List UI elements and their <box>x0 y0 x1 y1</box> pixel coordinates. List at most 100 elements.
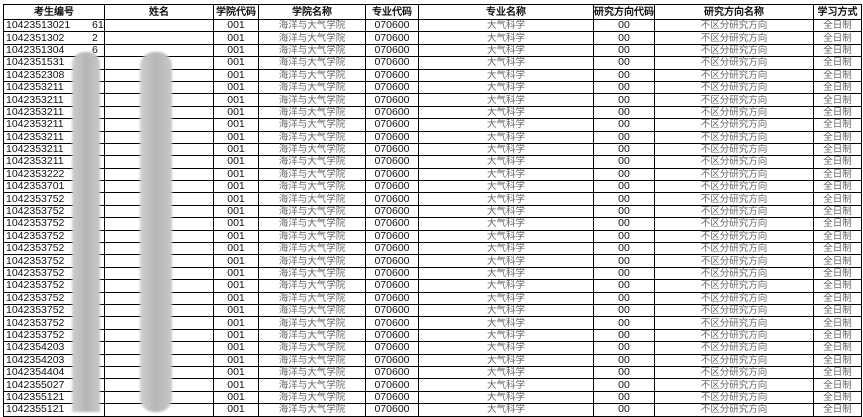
major-code-cell[interactable]: 070600 <box>365 266 419 281</box>
major-name-cell[interactable]: 大气科学 <box>418 192 594 206</box>
direction-name-cell[interactable]: 不区分研究方向 <box>654 328 814 343</box>
major-code-cell[interactable]: 070600 <box>365 142 419 157</box>
college-name-cell[interactable]: 海洋与大气学院 <box>258 68 366 82</box>
major-name-cell[interactable]: 大气科学 <box>418 80 594 95</box>
direction-code-cell[interactable]: 00 <box>593 217 655 231</box>
major-name-cell[interactable]: 大气科学 <box>418 130 594 144</box>
college-name-cell[interactable]: 海洋与大气学院 <box>258 291 366 306</box>
major-code-cell[interactable]: 070600 <box>365 18 419 33</box>
study-mode-cell[interactable]: 全日制 <box>813 353 862 367</box>
college-code-cell[interactable]: 001 <box>213 303 259 318</box>
major-code-cell[interactable]: 070600 <box>365 93 419 107</box>
college-name-cell[interactable]: 海洋与大气学院 <box>258 167 366 182</box>
college-code-cell[interactable]: 001 <box>213 242 259 256</box>
direction-code-cell[interactable]: 00 <box>593 43 655 58</box>
study-mode-cell[interactable]: 全日制 <box>813 390 862 405</box>
college-code-cell[interactable]: 001 <box>213 167 259 182</box>
study-mode-cell[interactable]: 全日制 <box>813 167 862 182</box>
direction-code-cell[interactable]: 00 <box>593 118 655 132</box>
study-mode-cell[interactable]: 全日制 <box>813 316 862 330</box>
direction-code-cell[interactable]: 00 <box>593 204 655 219</box>
direction-code-cell[interactable]: 00 <box>593 68 655 82</box>
exam-id-cell[interactable]: 10423513021 61 <box>3 18 105 33</box>
major-name-cell[interactable]: 大气科学 <box>418 180 594 194</box>
direction-code-cell[interactable]: 00 <box>593 341 655 355</box>
major-code-cell[interactable]: 070600 <box>365 105 419 120</box>
direction-code-cell[interactable]: 00 <box>593 353 655 367</box>
major-code-cell[interactable]: 070600 <box>365 279 419 293</box>
study-mode-cell[interactable]: 全日制 <box>813 105 862 120</box>
direction-code-cell[interactable]: 00 <box>593 167 655 182</box>
header-direction-name[interactable]: 研究方向名称 <box>654 4 814 20</box>
major-code-cell[interactable]: 070600 <box>365 31 419 45</box>
direction-code-cell[interactable]: 00 <box>593 303 655 318</box>
college-name-cell[interactable]: 海洋与大气学院 <box>258 118 366 132</box>
major-code-cell[interactable]: 070600 <box>365 229 419 244</box>
study-mode-cell[interactable]: 全日制 <box>813 43 862 58</box>
college-code-cell[interactable]: 001 <box>213 217 259 231</box>
college-name-cell[interactable]: 海洋与大气学院 <box>258 254 366 268</box>
college-code-cell[interactable]: 001 <box>213 80 259 95</box>
direction-code-cell[interactable]: 00 <box>593 316 655 330</box>
major-code-cell[interactable]: 070600 <box>365 242 419 256</box>
major-name-cell[interactable]: 大气科学 <box>418 217 594 231</box>
major-name-cell[interactable]: 大气科学 <box>418 31 594 45</box>
study-mode-cell[interactable]: 全日制 <box>813 378 862 392</box>
major-code-cell[interactable]: 070600 <box>365 80 419 95</box>
header-exam-id[interactable]: 考生编号 <box>3 4 105 20</box>
major-name-cell[interactable]: 大气科学 <box>418 155 594 169</box>
college-name-cell[interactable]: 海洋与大气学院 <box>258 279 366 293</box>
direction-code-cell[interactable]: 00 <box>593 105 655 120</box>
direction-name-cell[interactable]: 不区分研究方向 <box>654 130 814 144</box>
college-code-cell[interactable]: 001 <box>213 118 259 132</box>
major-code-cell[interactable]: 070600 <box>365 353 419 367</box>
major-name-cell[interactable]: 大气科学 <box>418 43 594 58</box>
major-name-cell[interactable]: 大气科学 <box>418 291 594 306</box>
major-name-cell[interactable]: 大气科学 <box>418 68 594 82</box>
major-code-cell[interactable]: 070600 <box>365 365 419 380</box>
major-name-cell[interactable]: 大气科学 <box>418 341 594 355</box>
college-code-cell[interactable]: 001 <box>213 390 259 405</box>
major-code-cell[interactable]: 070600 <box>365 217 419 231</box>
direction-code-cell[interactable]: 00 <box>593 180 655 194</box>
study-mode-cell[interactable]: 全日制 <box>813 365 862 380</box>
college-code-cell[interactable]: 001 <box>213 93 259 107</box>
major-code-cell[interactable]: 070600 <box>365 180 419 194</box>
direction-name-cell[interactable]: 不区分研究方向 <box>654 80 814 95</box>
college-name-cell[interactable]: 海洋与大气学院 <box>258 31 366 45</box>
college-code-cell[interactable]: 001 <box>213 180 259 194</box>
major-name-cell[interactable]: 大气科学 <box>418 328 594 343</box>
major-name-cell[interactable]: 大气科学 <box>418 266 594 281</box>
college-code-cell[interactable]: 001 <box>213 365 259 380</box>
direction-code-cell[interactable]: 00 <box>593 155 655 169</box>
direction-code-cell[interactable]: 00 <box>593 365 655 380</box>
direction-name-cell[interactable]: 不区分研究方向 <box>654 390 814 405</box>
college-name-cell[interactable]: 海洋与大气学院 <box>258 316 366 330</box>
major-name-cell[interactable]: 大气科学 <box>418 378 594 392</box>
study-mode-cell[interactable]: 全日制 <box>813 56 862 70</box>
direction-code-cell[interactable]: 00 <box>593 378 655 392</box>
direction-name-cell[interactable]: 不区分研究方向 <box>654 180 814 194</box>
direction-code-cell[interactable]: 00 <box>593 18 655 33</box>
college-name-cell[interactable]: 海洋与大气学院 <box>258 303 366 318</box>
college-code-cell[interactable]: 001 <box>213 192 259 206</box>
college-name-cell[interactable]: 海洋与大气学院 <box>258 229 366 244</box>
major-code-cell[interactable]: 070600 <box>365 167 419 182</box>
direction-name-cell[interactable]: 不区分研究方向 <box>654 229 814 244</box>
direction-name-cell[interactable]: 不区分研究方向 <box>654 155 814 169</box>
college-name-cell[interactable]: 海洋与大气学院 <box>258 130 366 144</box>
major-name-cell[interactable]: 大气科学 <box>418 18 594 33</box>
college-code-cell[interactable]: 001 <box>213 155 259 169</box>
study-mode-cell[interactable]: 全日制 <box>813 93 862 107</box>
college-code-cell[interactable]: 001 <box>213 353 259 367</box>
college-code-cell[interactable]: 001 <box>213 266 259 281</box>
header-direction-code[interactable]: 研究方向代码 <box>593 4 655 20</box>
major-name-cell[interactable]: 大气科学 <box>418 229 594 244</box>
direction-code-cell[interactable]: 00 <box>593 80 655 95</box>
college-name-cell[interactable]: 海洋与大气学院 <box>258 217 366 231</box>
major-name-cell[interactable]: 大气科学 <box>418 365 594 380</box>
study-mode-cell[interactable]: 全日制 <box>813 328 862 343</box>
study-mode-cell[interactable]: 全日制 <box>813 279 862 293</box>
direction-name-cell[interactable]: 不区分研究方向 <box>654 43 814 58</box>
direction-name-cell[interactable]: 不区分研究方向 <box>654 68 814 82</box>
